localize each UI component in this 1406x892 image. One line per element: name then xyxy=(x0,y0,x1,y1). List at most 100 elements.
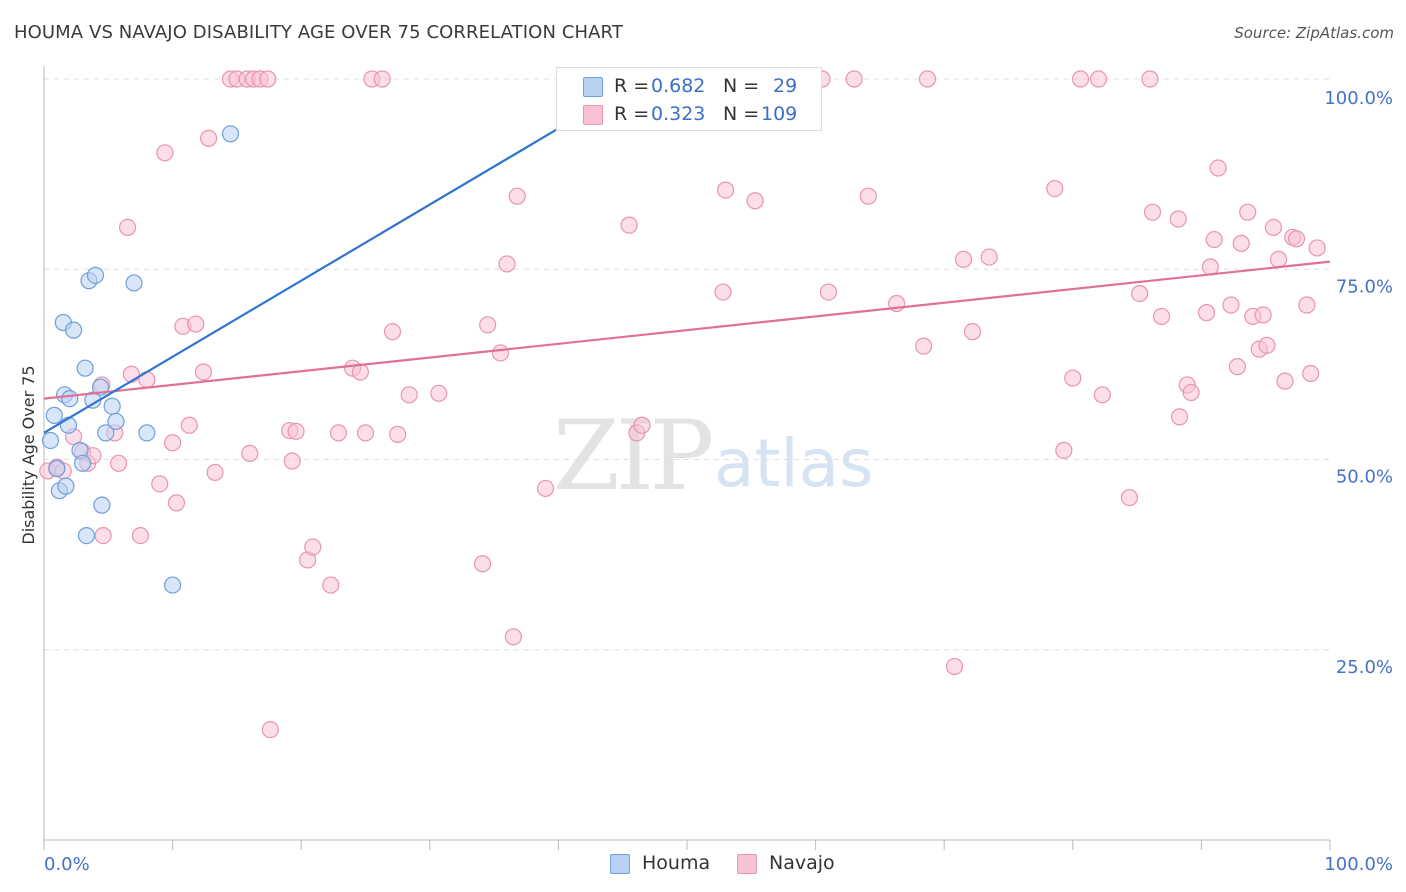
navajo-point xyxy=(1141,70,1159,88)
watermark-zip: ZIP xyxy=(553,400,714,512)
navajo-point xyxy=(714,283,732,301)
navajo-point xyxy=(1182,383,1200,402)
x-tick-label: 0.0% xyxy=(44,854,90,875)
navajo-point xyxy=(620,216,638,234)
navajo-point xyxy=(194,363,213,381)
houma-point xyxy=(73,454,92,472)
houma-swatch xyxy=(583,77,603,97)
houma-point xyxy=(64,321,83,339)
navajo-point xyxy=(1232,234,1250,252)
navajo-point xyxy=(287,422,305,440)
houma-point xyxy=(48,460,66,478)
legend-row-navajo: R = 0.323 N = 109 xyxy=(557,100,821,130)
navajo-point xyxy=(536,479,555,498)
navajo-point xyxy=(430,384,448,402)
navajo-point xyxy=(498,255,516,273)
navajo-point xyxy=(1302,364,1320,383)
source-label: Source: ZipAtlas.com xyxy=(1234,24,1394,42)
navajo-n-label: N = xyxy=(723,103,760,125)
houma-point xyxy=(77,526,96,545)
houma-point xyxy=(125,274,143,292)
houma-point xyxy=(97,424,115,442)
navajo-point xyxy=(859,187,877,205)
navajo-point xyxy=(479,316,497,334)
navajo-point xyxy=(138,370,156,389)
navajo-point xyxy=(1046,179,1064,198)
navajo-point xyxy=(206,463,224,482)
y-axis-label: Disability Age Over 75 xyxy=(19,365,38,544)
navajo-point xyxy=(109,454,128,472)
navajo-point xyxy=(187,315,205,333)
navajo-point xyxy=(845,70,863,88)
navajo-point xyxy=(915,337,933,355)
houma-n-label: N = xyxy=(723,75,760,97)
navajo-point xyxy=(746,192,764,210)
navajo-point xyxy=(151,475,169,493)
navajo-point xyxy=(1254,306,1272,324)
navajo-point xyxy=(1169,210,1187,228)
navajo-point xyxy=(1131,285,1149,303)
chart-title: HOUMA VS NAVAJO DISABILITY AGE OVER 75 C… xyxy=(14,22,623,43)
navajo-point xyxy=(1258,336,1276,354)
navajo-point xyxy=(200,129,218,147)
navajo-point xyxy=(491,344,510,362)
navajo-point xyxy=(241,444,259,463)
y-tick-label: 50.0% xyxy=(1336,467,1393,488)
navajo-point xyxy=(167,494,186,512)
navajo-point xyxy=(304,538,322,556)
houma-point xyxy=(61,390,79,408)
axis-labels: 100.0% 75.0% 50.0% 25.0% 0.0% 100.0% Disabilit… xyxy=(19,88,1393,875)
y-tick-label: 100.0% xyxy=(1324,88,1393,109)
navajo-point xyxy=(1276,372,1294,390)
y-tick-label: 75.0% xyxy=(1336,276,1393,297)
navajo-point xyxy=(716,181,735,199)
navajo-point xyxy=(259,70,277,88)
navajo-point xyxy=(322,576,340,594)
navajo-point xyxy=(963,323,982,341)
series-legend: Houma Navajo xyxy=(0,852,1406,880)
navajo-point xyxy=(980,248,998,266)
correlation-legend: R = 0.682 N = 29 R = 0.323 N = 109 xyxy=(556,67,822,131)
navajo-point xyxy=(1264,218,1283,236)
navajo-point xyxy=(1269,250,1288,268)
navajo-point xyxy=(118,218,137,236)
navajo-point xyxy=(1222,296,1240,314)
navajo-point xyxy=(1209,159,1227,177)
houma-point xyxy=(93,496,111,514)
houma-point xyxy=(103,397,121,415)
navajo-points xyxy=(39,70,1326,739)
navajo-point xyxy=(329,424,348,442)
houma-point xyxy=(138,424,156,442)
houma-r-value: 0.682 xyxy=(651,75,706,97)
navajo-point xyxy=(945,657,964,676)
navajo-point xyxy=(954,250,973,268)
trend-lines xyxy=(43,78,1331,434)
navajo-point xyxy=(1201,258,1220,276)
y-tick-label: 25.0% xyxy=(1336,657,1393,678)
navajo-point xyxy=(1239,203,1257,221)
navajo-trend-line xyxy=(43,260,1331,400)
navajo-point xyxy=(918,70,937,88)
navajo-point xyxy=(164,434,182,452)
navajo-point xyxy=(1055,441,1073,459)
houma-point xyxy=(221,125,240,143)
navajo-point xyxy=(1093,386,1111,404)
houma-legend-swatch xyxy=(610,854,630,874)
houma-point xyxy=(76,359,94,377)
navajo-point xyxy=(283,452,301,470)
navajo-point xyxy=(1143,203,1162,221)
navajo-point xyxy=(1228,358,1247,376)
navajo-legend-label: Navajo xyxy=(769,852,835,874)
navajo-point xyxy=(1308,239,1326,257)
houma-legend-label: Houma xyxy=(642,852,711,874)
houma-trend-line xyxy=(43,78,643,434)
navajo-point xyxy=(508,187,526,205)
navajo-r-label: R = xyxy=(614,103,650,125)
navajo-point xyxy=(383,323,402,341)
houma-point xyxy=(45,406,63,424)
houma-n-value: 29 xyxy=(773,75,798,97)
navajo-point xyxy=(400,386,418,404)
navajo-point xyxy=(180,416,198,434)
navajo-point xyxy=(131,526,150,545)
